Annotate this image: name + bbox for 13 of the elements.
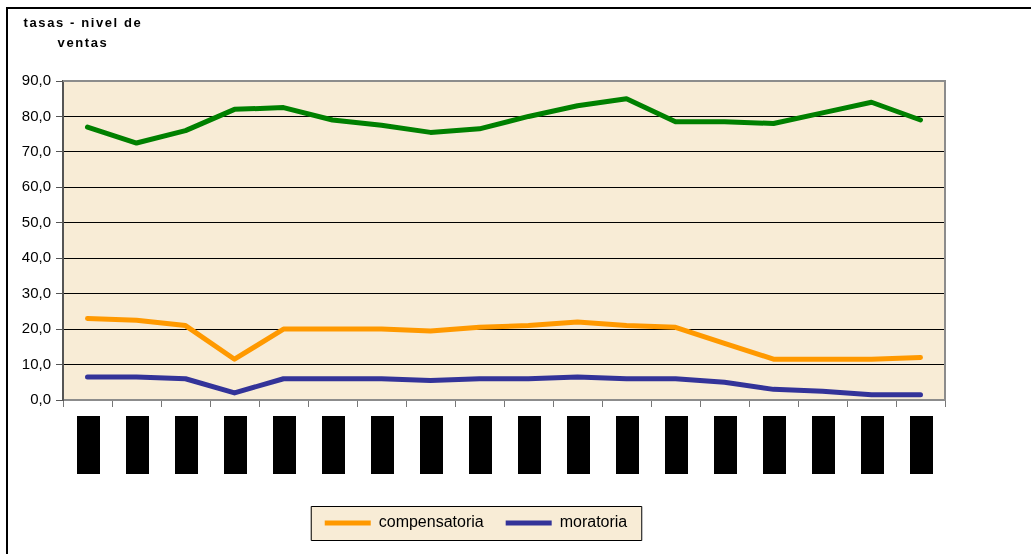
y-tick-label: 90,0 — [21, 71, 51, 89]
y-tick-label: 70,0 — [21, 142, 51, 160]
y-tick-label: 10,0 — [21, 354, 51, 372]
legend-label: compensatoria — [378, 513, 484, 531]
y-tick-label: 40,0 — [21, 248, 51, 266]
y-tick-label: 20,0 — [21, 319, 51, 337]
y-tick-label: 30,0 — [21, 283, 51, 301]
y-tick-label: 80,0 — [21, 106, 51, 124]
y-tick-label: 50,0 — [21, 212, 51, 230]
y-axis-title: tasas - nivel de ventas — [22, 14, 144, 52]
y-tick-label: 0,0 — [30, 390, 51, 408]
legend-label: moratoria — [559, 513, 628, 531]
y-tick-label: 60,0 — [21, 177, 51, 195]
